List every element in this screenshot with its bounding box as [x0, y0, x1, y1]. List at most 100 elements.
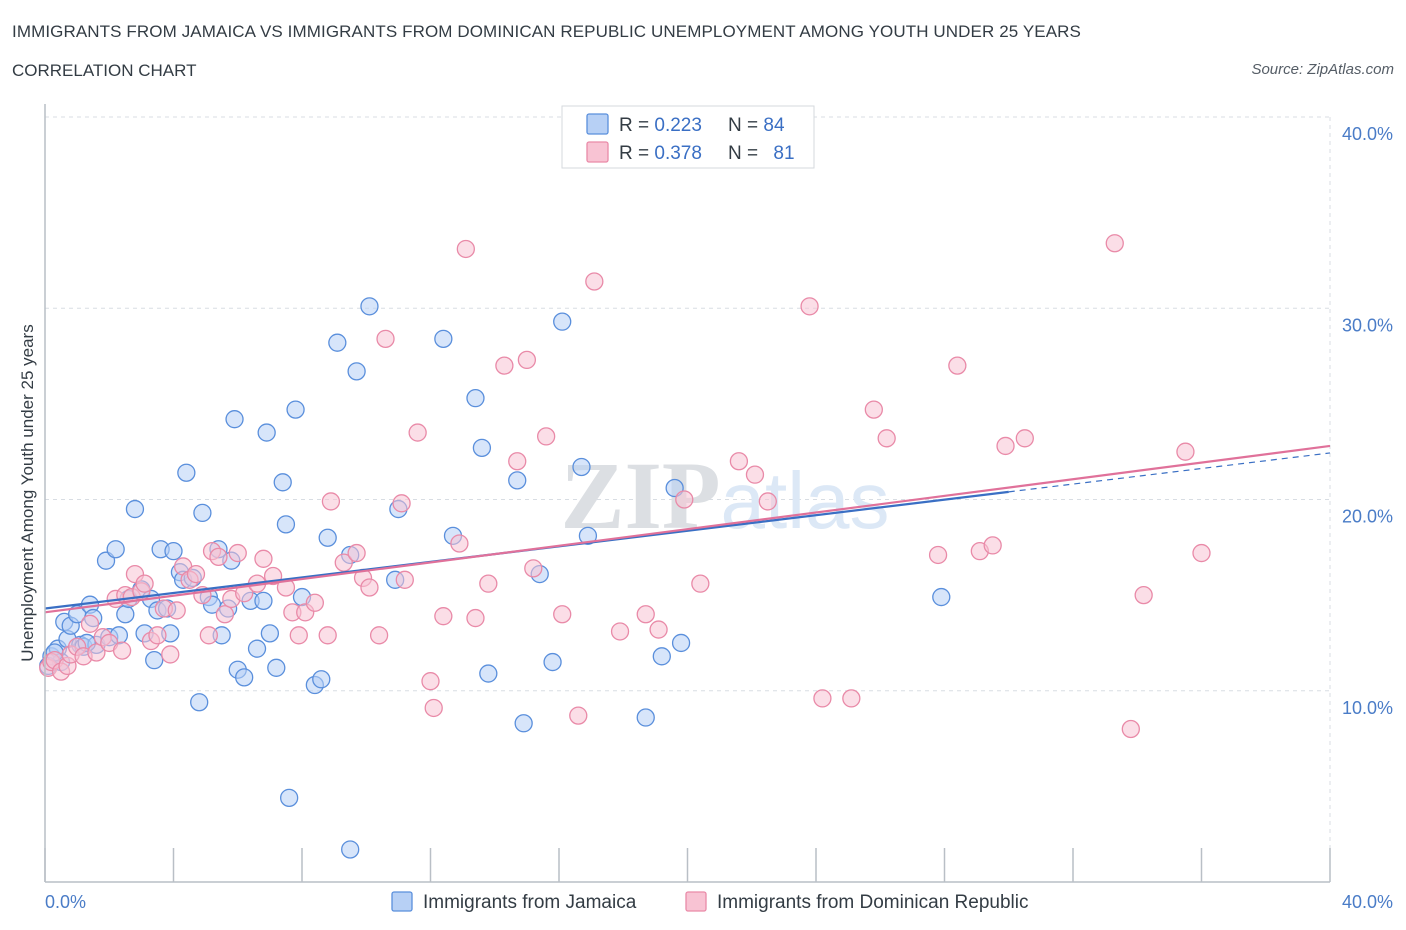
jamaica-point	[312, 670, 331, 689]
dominican-point	[569, 706, 588, 725]
jamaica-point	[279, 788, 299, 807]
dominican-point	[508, 452, 527, 471]
jamaica-point	[636, 708, 655, 727]
data-points	[39, 234, 1211, 859]
x-tick-label-min: 0.0%	[45, 892, 86, 912]
y-tick-label: 20.0%	[1342, 507, 1393, 527]
dominican-point	[347, 543, 366, 563]
jamaica-point	[508, 471, 527, 490]
jamaica-point	[652, 647, 671, 666]
dominican-point	[675, 490, 694, 509]
jamaica-point	[145, 651, 164, 670]
legend-r-value: 0.223	[654, 115, 702, 136]
legend-row-jamaica: R = 0.223 N = 84	[619, 115, 785, 136]
dominican-point	[553, 605, 572, 624]
dominican-point	[135, 574, 154, 593]
x-tick-label-max: 40.0%	[1342, 892, 1393, 912]
legend-row-dominican: R = 0.378 N = 81	[619, 143, 795, 164]
jamaica-point	[257, 423, 276, 442]
dominican-point	[1176, 442, 1195, 461]
dominican-point	[610, 622, 630, 641]
dominican-point	[112, 641, 132, 660]
jamaica-point	[164, 541, 183, 561]
dominican-point	[495, 356, 514, 375]
dominican-point	[729, 452, 749, 471]
dominican-point	[1105, 234, 1124, 253]
dominican-point	[148, 626, 167, 645]
dominican-point	[758, 492, 777, 511]
watermark: ZIPatlas	[560, 442, 889, 549]
dominican-point	[434, 607, 453, 626]
dominican-point	[228, 543, 247, 563]
y-tick-label: 30.0%	[1342, 315, 1393, 335]
jamaica-point	[318, 528, 337, 547]
jamaica-point	[286, 400, 305, 419]
dominican-point	[421, 672, 440, 691]
jamaica-point	[514, 714, 533, 733]
legend-n-value: 84	[763, 115, 785, 136]
legend-r-label: R =	[619, 115, 654, 136]
dominican-point	[408, 423, 427, 442]
source-credit: Source: ZipAtlas.com	[1251, 61, 1394, 78]
dominican-point	[864, 400, 883, 419]
jamaica-point	[190, 693, 209, 712]
dominican-point	[80, 614, 100, 633]
jamaica-point	[125, 499, 145, 519]
bottom-legend-label-dominican: Immigrants from Dominican Republic	[717, 892, 1029, 913]
dominican-point	[636, 605, 655, 624]
jamaica-point	[177, 463, 196, 482]
dominican-point	[334, 553, 353, 572]
jamaica-point	[932, 587, 951, 607]
dominican-point	[996, 436, 1015, 456]
dominican-point	[456, 239, 475, 259]
jamaica-point	[479, 664, 498, 683]
dominican-point	[537, 427, 556, 446]
jamaica-point	[106, 540, 125, 559]
dominican-point	[318, 626, 337, 645]
dominican-point	[585, 272, 604, 291]
dominican-point	[424, 698, 443, 718]
dominican-point	[745, 465, 765, 484]
dominican-point	[289, 626, 308, 645]
bottom-legend-swatch-dominican	[685, 891, 707, 912]
dominican-point	[360, 578, 379, 597]
legend-swatch-jamaica	[586, 113, 609, 135]
bottom-legend-label-jamaica: Immigrants from Jamaica	[423, 892, 637, 913]
jamaica-point	[254, 591, 273, 611]
dominican-point	[321, 492, 341, 511]
dominican-point	[254, 549, 273, 568]
jamaica-point	[472, 438, 492, 458]
jamaica-trend-extension	[1008, 452, 1331, 493]
dominican-point	[524, 559, 543, 578]
dominican-trend-line	[44, 444, 1331, 614]
y-tick-label: 40.0%	[1342, 124, 1393, 144]
legend-r-label: R =	[619, 143, 654, 164]
dominican-point	[1134, 585, 1153, 605]
dominican-point	[167, 601, 186, 620]
jamaica-point	[247, 639, 267, 658]
jamaica-point	[260, 624, 280, 643]
y-axis-label: Unemployment Among Youth under 25 years	[18, 324, 37, 661]
jamaica-point	[273, 473, 292, 492]
legend-r-value: 0.378	[654, 143, 702, 164]
dominican-point	[800, 297, 819, 316]
jamaica-point	[434, 329, 453, 349]
jamaica-point	[276, 515, 296, 534]
dominican-point	[369, 626, 389, 645]
y-tick-label: 10.0%	[1342, 698, 1393, 718]
chart-subtitle: CORRELATION CHART	[12, 61, 197, 80]
legend-n-label: N =	[728, 143, 763, 164]
jamaica-point	[235, 668, 254, 687]
dominican-point	[649, 620, 668, 639]
jamaica-point	[328, 333, 347, 352]
jamaica-point	[225, 410, 244, 429]
dominican-point	[376, 329, 395, 349]
jamaica-point	[466, 388, 485, 408]
dominican-point	[215, 605, 235, 624]
jamaica-point	[553, 312, 572, 331]
legend-n-value: 81	[773, 143, 794, 164]
dominican-point	[199, 626, 218, 645]
dominican-point	[983, 536, 1002, 555]
legend-swatch-dominican	[586, 141, 609, 163]
